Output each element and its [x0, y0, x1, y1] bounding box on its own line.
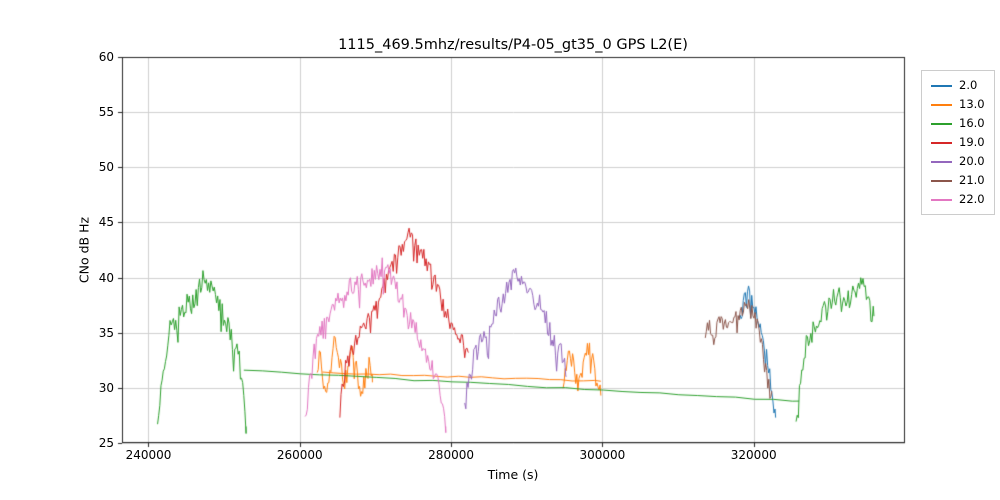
- legend-item: 22.0: [931, 193, 985, 206]
- y-tick-label: 40: [98, 270, 114, 285]
- legend-item: 16.0: [931, 117, 985, 130]
- legend-label: 20.0: [959, 154, 985, 168]
- x-tick-label: 240000: [125, 448, 172, 462]
- legend-item: 13.0: [931, 98, 985, 111]
- legend-line-sample: [931, 160, 952, 163]
- legend-label: 19.0: [959, 135, 985, 149]
- legend-line-sample: [931, 122, 952, 125]
- y-tick-label: 50: [98, 160, 114, 175]
- legend-item: 21.0: [931, 174, 985, 187]
- y-tick-label: 45: [98, 215, 114, 230]
- y-tick-label: 60: [98, 50, 114, 64]
- legend-label: 13.0: [959, 97, 985, 111]
- y-tick-label: 35: [98, 325, 114, 340]
- legend-label: 21.0: [959, 173, 985, 187]
- legend-line-sample: [931, 179, 952, 182]
- legend-label: 22.0: [959, 192, 985, 206]
- legend-line-sample: [931, 84, 952, 87]
- legend-line-sample: [931, 198, 952, 201]
- legend-line-sample: [931, 141, 952, 144]
- legend-label: 16.0: [959, 116, 985, 130]
- x-tick-label: 280000: [428, 448, 474, 462]
- x-axis-label: Time (s): [487, 467, 539, 482]
- legend-line-sample: [931, 103, 952, 106]
- chart-title: 1115_469.5mhz/results/P4-05_gt35_0 GPS L…: [338, 37, 688, 53]
- x-tick-label: 300000: [579, 448, 626, 462]
- x-tick-label: 320000: [730, 448, 777, 462]
- y-tick-label: 55: [98, 105, 114, 120]
- legend-item: 20.0: [931, 155, 985, 168]
- x-tick-label: 260000: [276, 448, 323, 462]
- y-tick-label: 30: [98, 380, 114, 395]
- legend-label: 2.0: [959, 78, 978, 92]
- legend-item: 2.0: [931, 79, 985, 92]
- legend-item: 19.0: [931, 136, 985, 149]
- legend: 2.0 13.0 16.0 19.0 20.0 21.0 22.0: [921, 70, 995, 215]
- y-tick-label: 25: [98, 436, 114, 450]
